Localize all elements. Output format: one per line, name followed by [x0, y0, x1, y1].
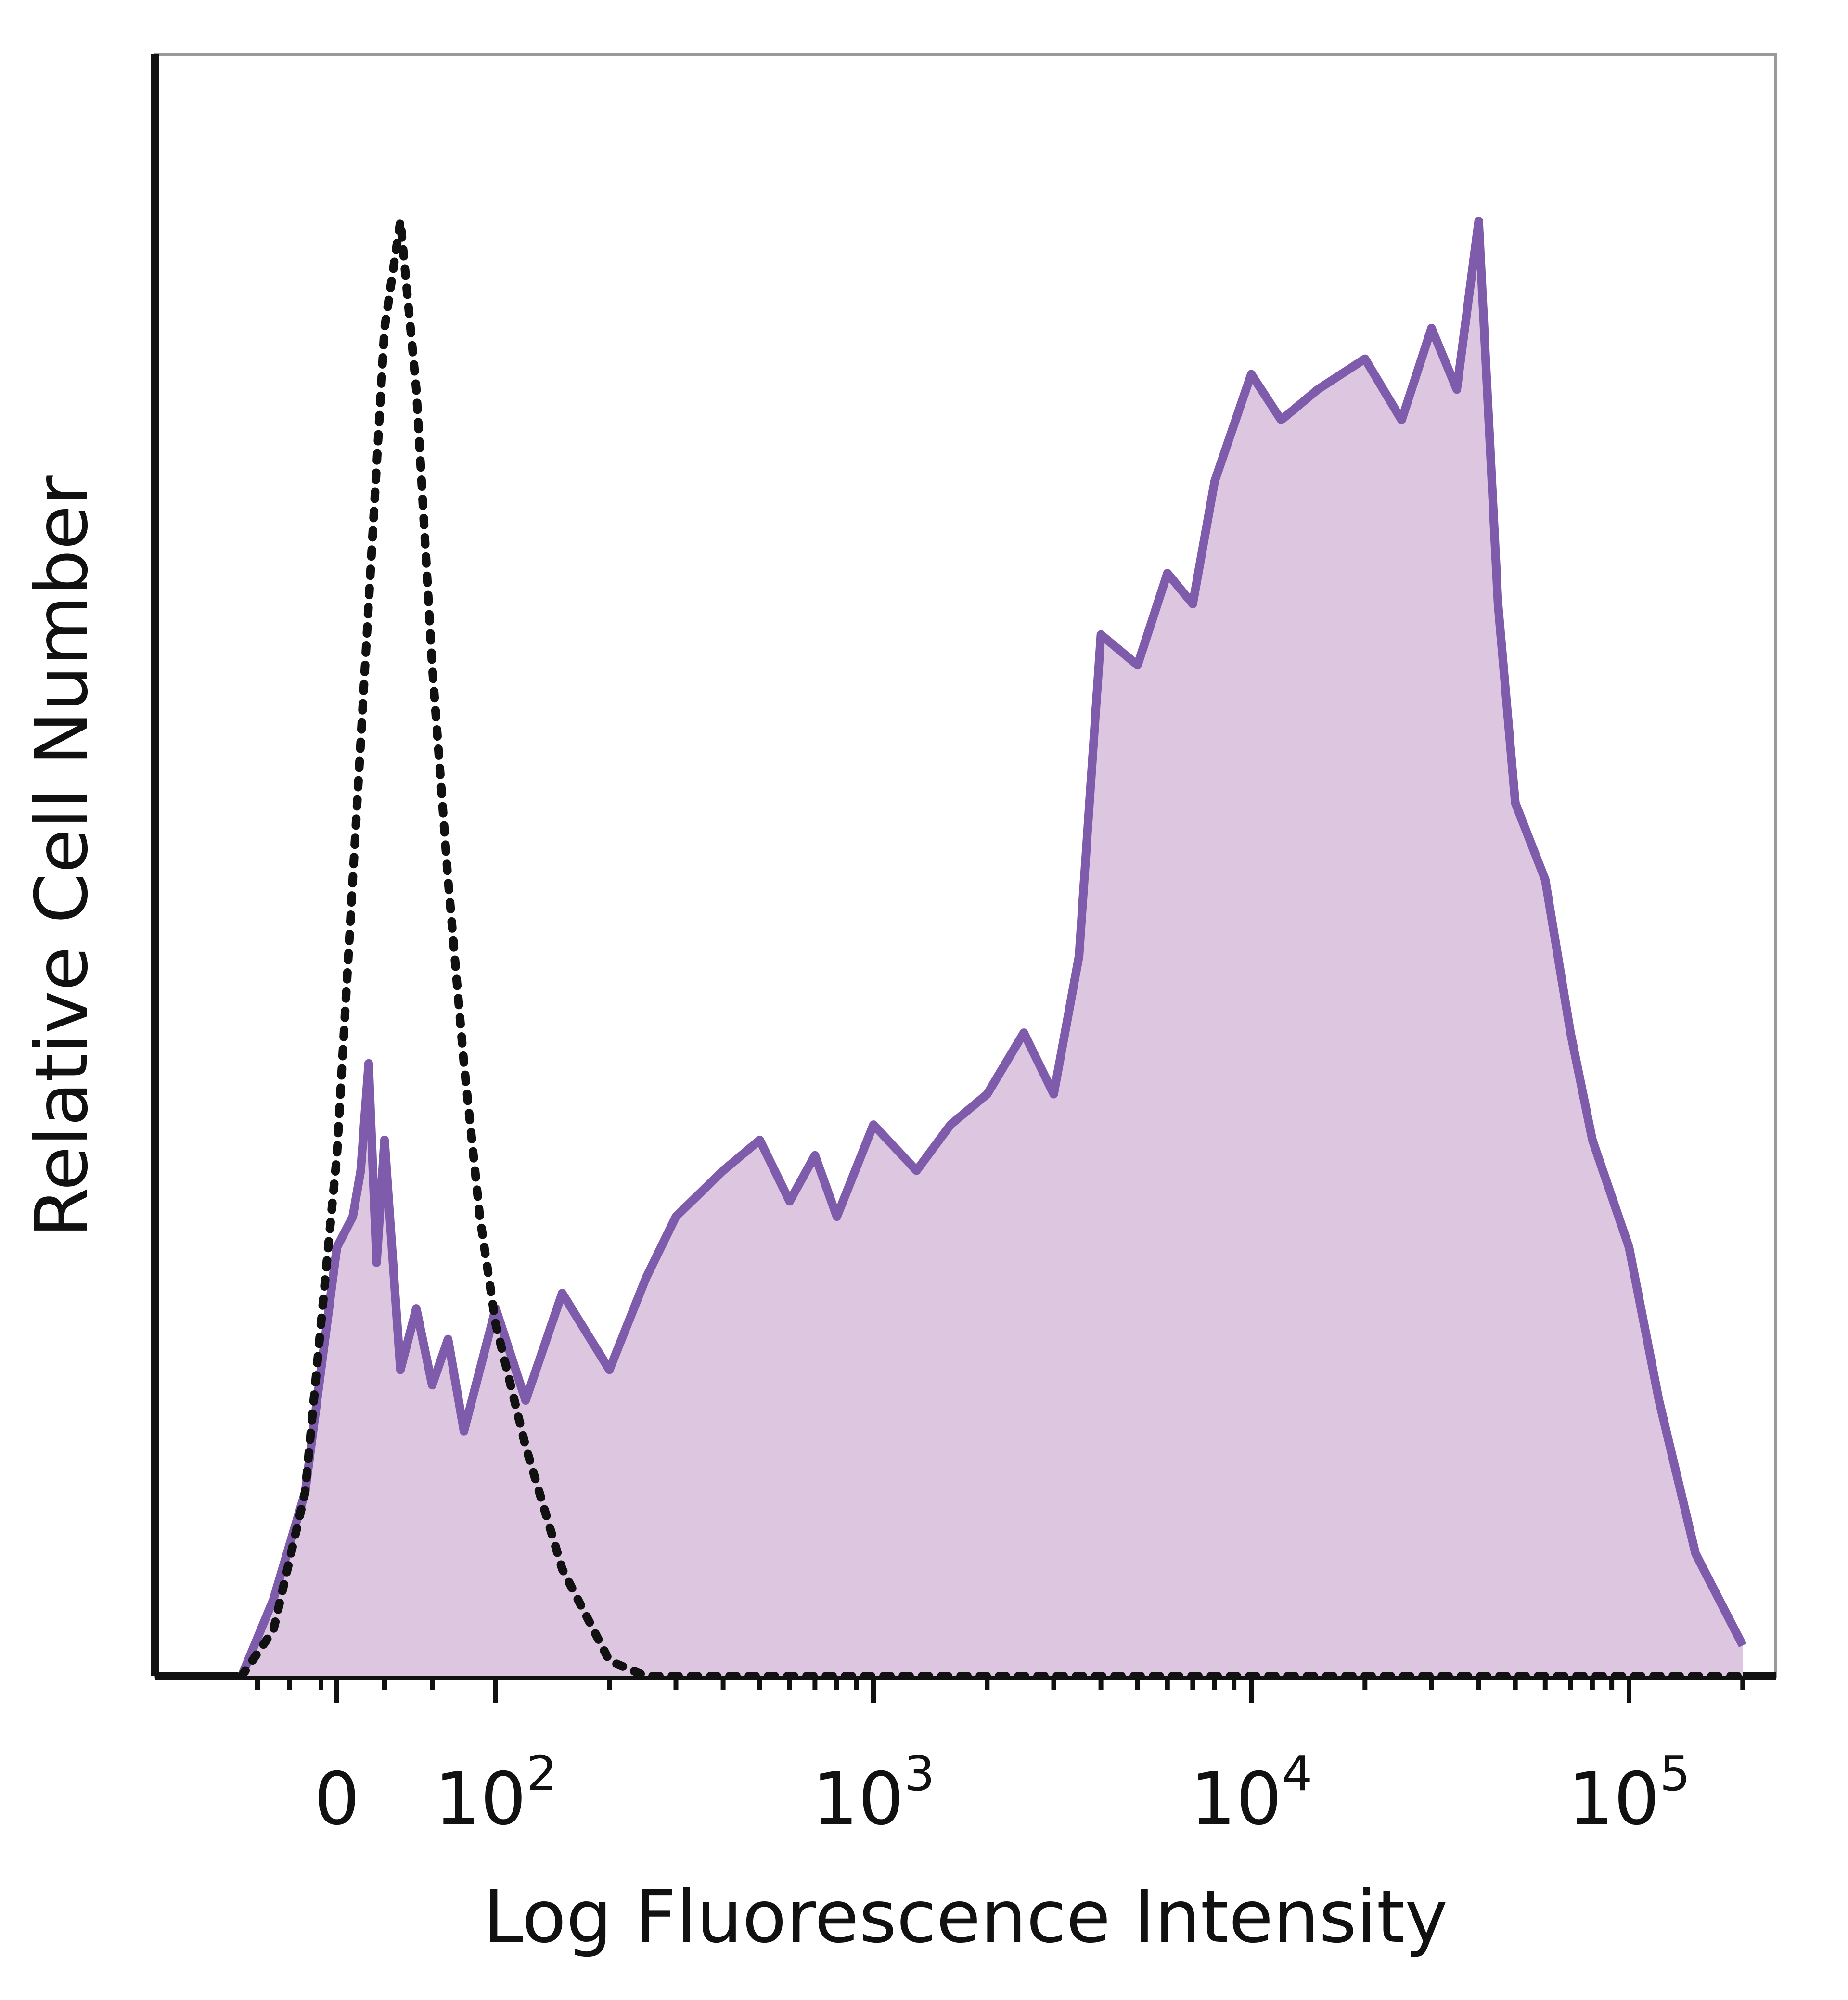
x-tick-label-base: 0 — [314, 1757, 359, 1841]
isotype-control-line — [237, 220, 1747, 1680]
stained-histogram-fill — [242, 221, 1743, 1677]
x-tick-label: 105 — [1568, 1745, 1691, 1841]
x-tick-label-base: 10 — [1190, 1757, 1282, 1841]
x-axis-title: Log Fluorescence Intensity — [483, 1875, 1448, 1959]
x-tick-label-base: 10 — [812, 1757, 904, 1841]
x-tick-label-base: 10 — [435, 1757, 526, 1841]
x-tick-label-exponent: 2 — [526, 1745, 557, 1802]
x-tick-label-exponent: 4 — [1282, 1745, 1313, 1802]
x-tick-label-exponent: 5 — [1660, 1745, 1691, 1802]
x-tick-label-exponent: 3 — [904, 1745, 935, 1802]
y-axis-title: Relative Cell Number — [20, 475, 104, 1238]
x-tick-label-base: 10 — [1568, 1757, 1660, 1841]
x-ticks — [255, 1676, 1745, 1703]
x-tick-label: 103 — [812, 1745, 935, 1841]
x-tick-label: 104 — [1190, 1745, 1313, 1841]
series-layer — [237, 217, 1747, 1680]
stained-histogram-line — [237, 217, 1747, 1678]
x-tick-label: 0 — [314, 1757, 359, 1841]
x-tick-label: 102 — [435, 1745, 557, 1841]
